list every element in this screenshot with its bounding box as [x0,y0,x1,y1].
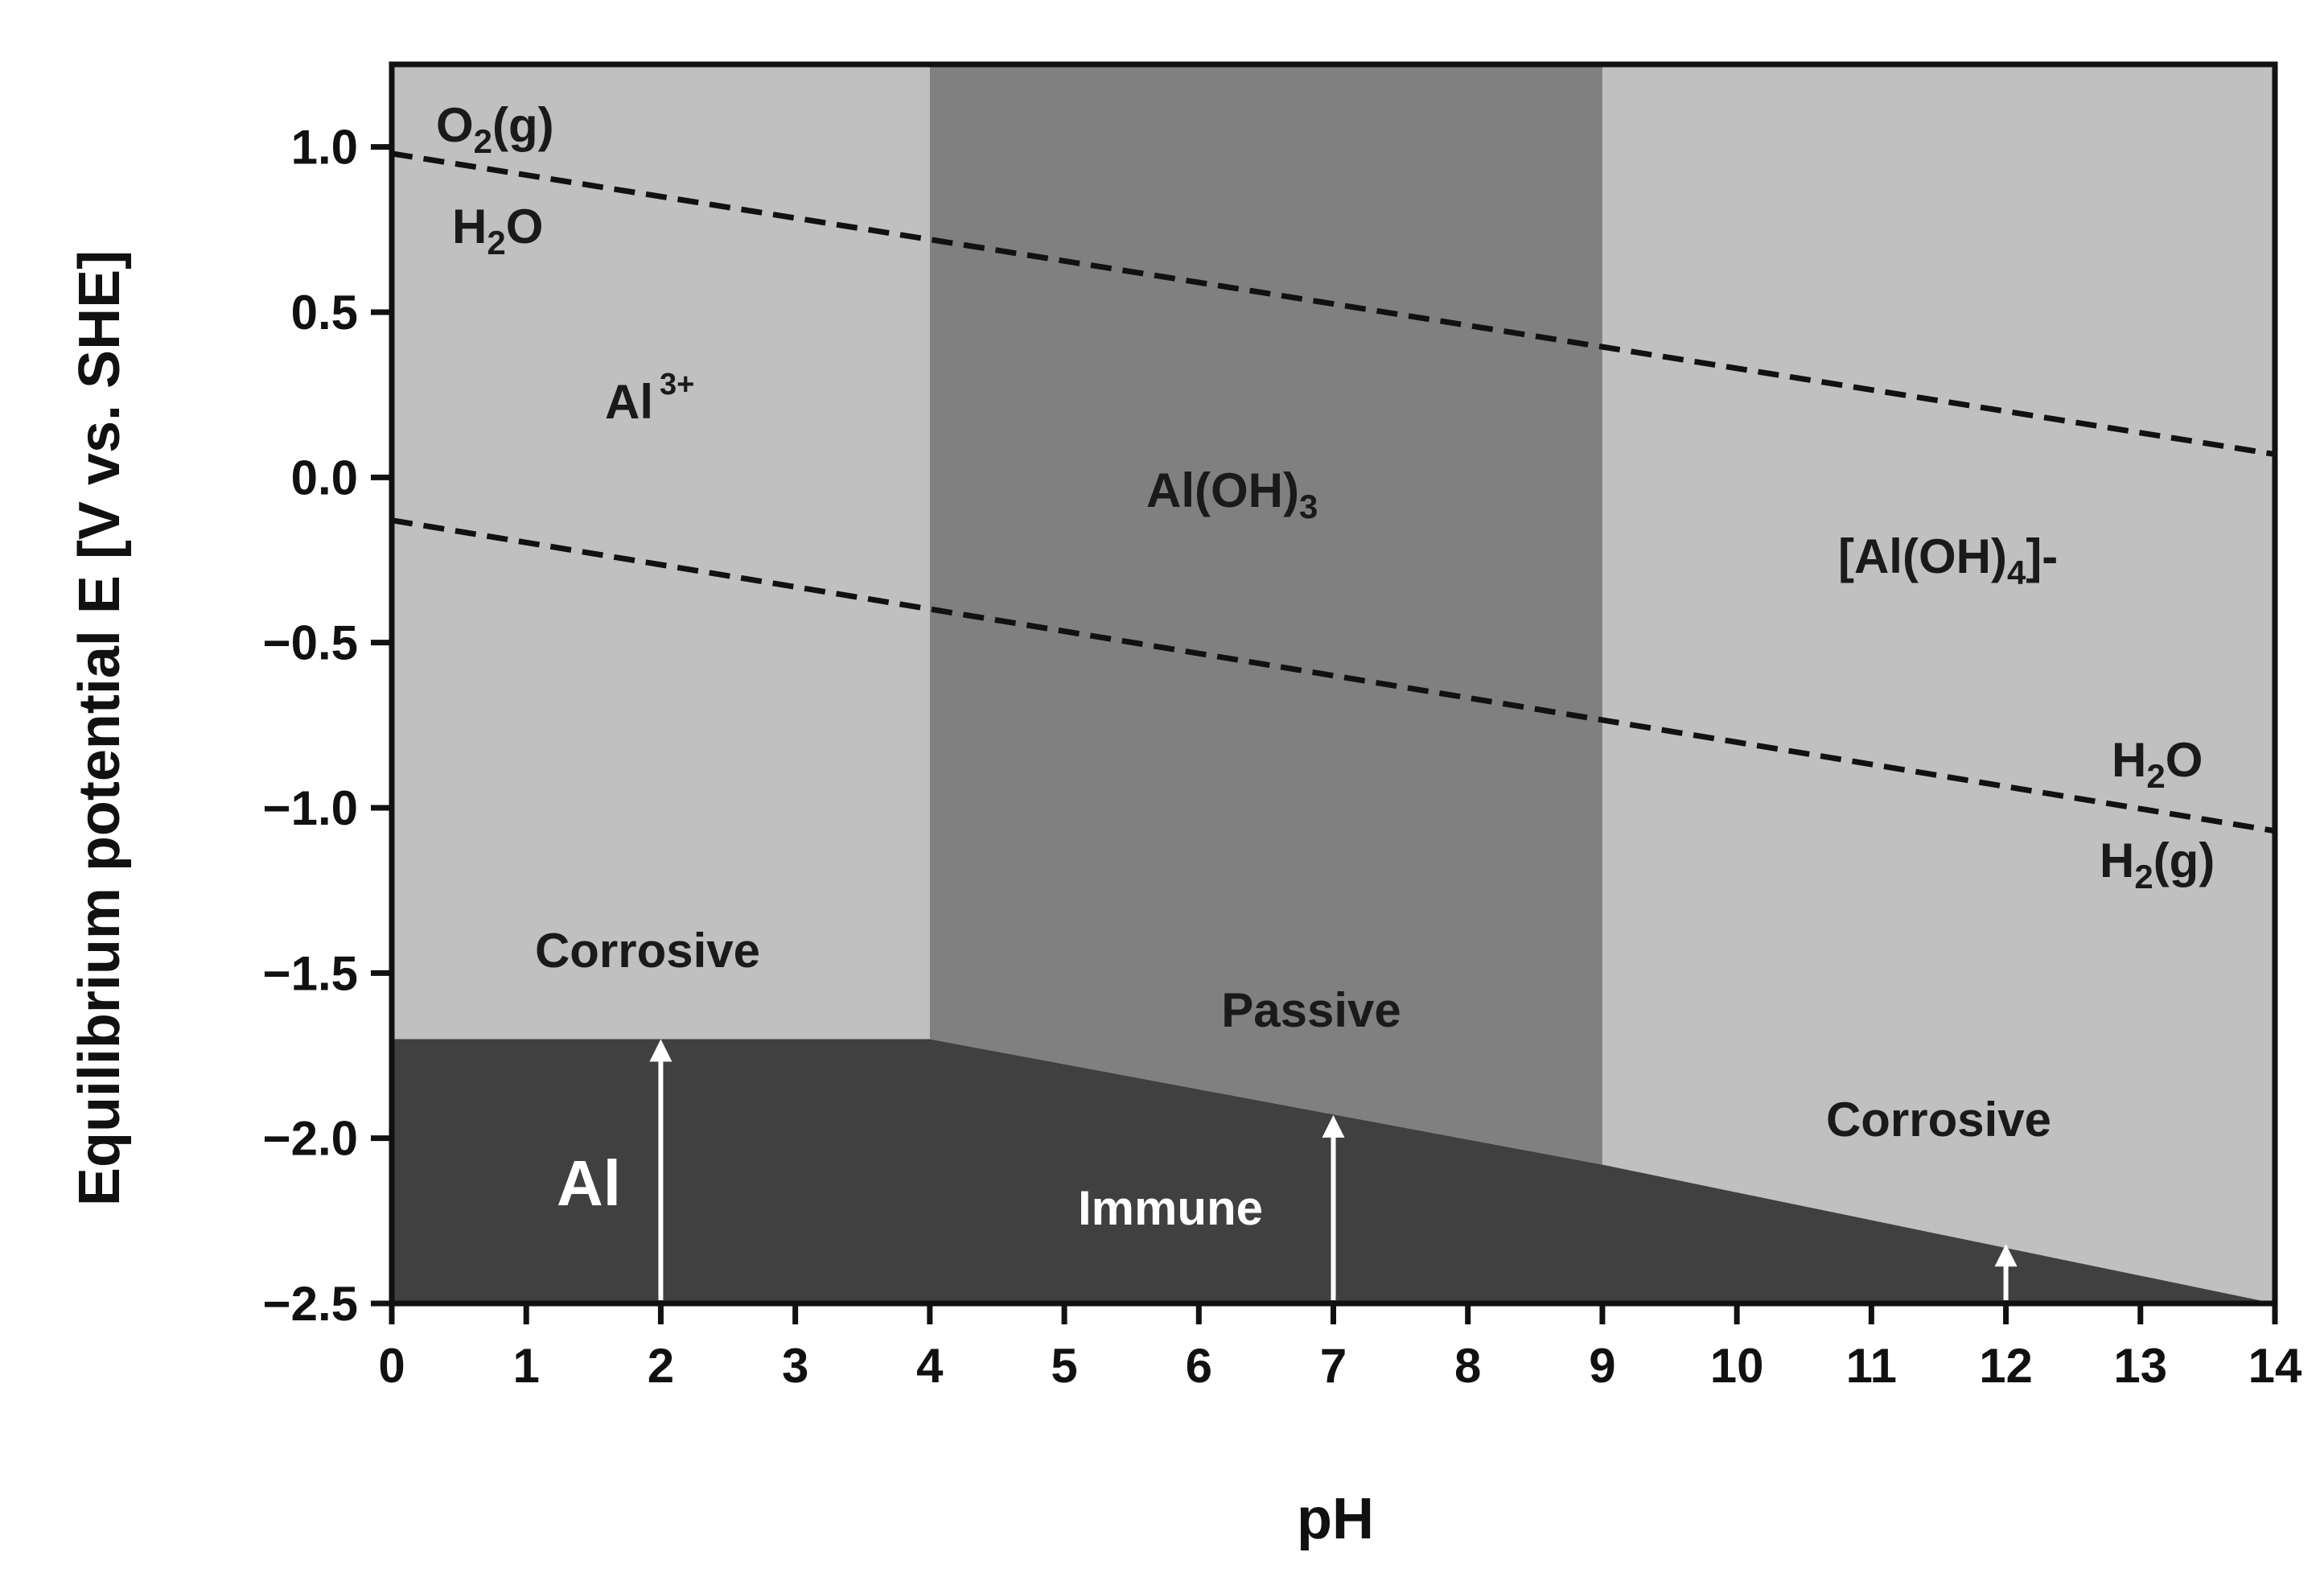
x-tick-label: 8 [1454,1339,1481,1393]
al-label: Al [557,1147,621,1219]
y-tick-label: −2.0 [263,1112,358,1166]
region-aloh3-passive [929,64,1602,1165]
x-tick-label: 5 [1051,1339,1077,1393]
x-tick-label: 7 [1320,1339,1347,1393]
water-stability-lines [391,150,2276,834]
y-tick-label: −0.5 [263,616,358,670]
water-line-h2o-h2 [391,517,2276,834]
o2-label: O2(g) [436,98,554,160]
passive-label: Passive [1221,983,1401,1037]
y-tick-label: −2.5 [263,1277,358,1331]
h2-label: H2(g) [2100,834,2215,896]
x-tick-label: 9 [1589,1339,1615,1393]
corrosive-left-label: Corrosive [535,924,760,978]
y-tick-label: −1.0 [263,781,358,835]
x-tick-label: 4 [916,1339,944,1393]
h2o-top-label: H2O [452,200,543,261]
x-tick-label: 3 [782,1339,808,1393]
immunity-arrow-head [1322,1114,1345,1138]
x-tick-label: 1 [513,1339,540,1393]
x-axis-ticks: 0 1 2 3 4 5 6 7 8 9 10 11 12 13 14 [378,1303,2302,1393]
y-tick-label: 0.5 [291,286,358,340]
x-tick-label: 12 [1979,1339,2033,1393]
immunity-arrows [649,1039,2018,1300]
x-tick-label: 6 [1186,1339,1212,1393]
aloh4-label: [Al(OH)4]- [1838,529,2058,591]
y-tick-label: 0.0 [291,451,358,504]
x-axis-title: pH [1297,1487,1374,1551]
immune-label: Immune [1078,1181,1263,1235]
x-tick-label: 10 [1710,1339,1764,1393]
x-tick-label: 2 [648,1339,674,1393]
x-tick-label: 0 [378,1339,405,1393]
water-line-o2-h2o [391,150,2276,458]
x-tick-label: 14 [2248,1339,2302,1393]
x-tick-label: 11 [1846,1339,1897,1393]
y-tick-label: −1.5 [263,946,358,1000]
y-axis-ticks: 1.0 0.5 0.0 −0.5 −1.0 −1.5 −2.0 −2.5 [263,121,392,1331]
immunity-arrow-head [1994,1244,2018,1267]
immunity-arrow-head [649,1039,673,1062]
al3-label: Al 3+ [605,368,694,429]
region-al3-corrosive [392,64,930,1040]
y-tick-label: 1.0 [291,121,358,175]
h2o-bottom-label: H2O [2112,733,2203,795]
corrosive-right-label: Corrosive [1826,1093,2051,1147]
aloh3-label: Al(OH)3 [1146,463,1318,525]
x-tick-label: 13 [2113,1339,2167,1393]
y-axis-title: Equilibrium potential E [V vs. SHE] [68,250,132,1206]
